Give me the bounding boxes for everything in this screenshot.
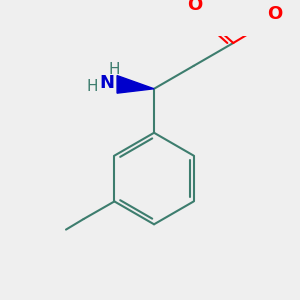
Text: O: O	[267, 5, 282, 23]
Text: H: H	[87, 79, 98, 94]
Text: O: O	[187, 0, 202, 14]
Text: H: H	[109, 62, 120, 77]
Text: N: N	[99, 74, 114, 92]
Polygon shape	[117, 76, 154, 93]
